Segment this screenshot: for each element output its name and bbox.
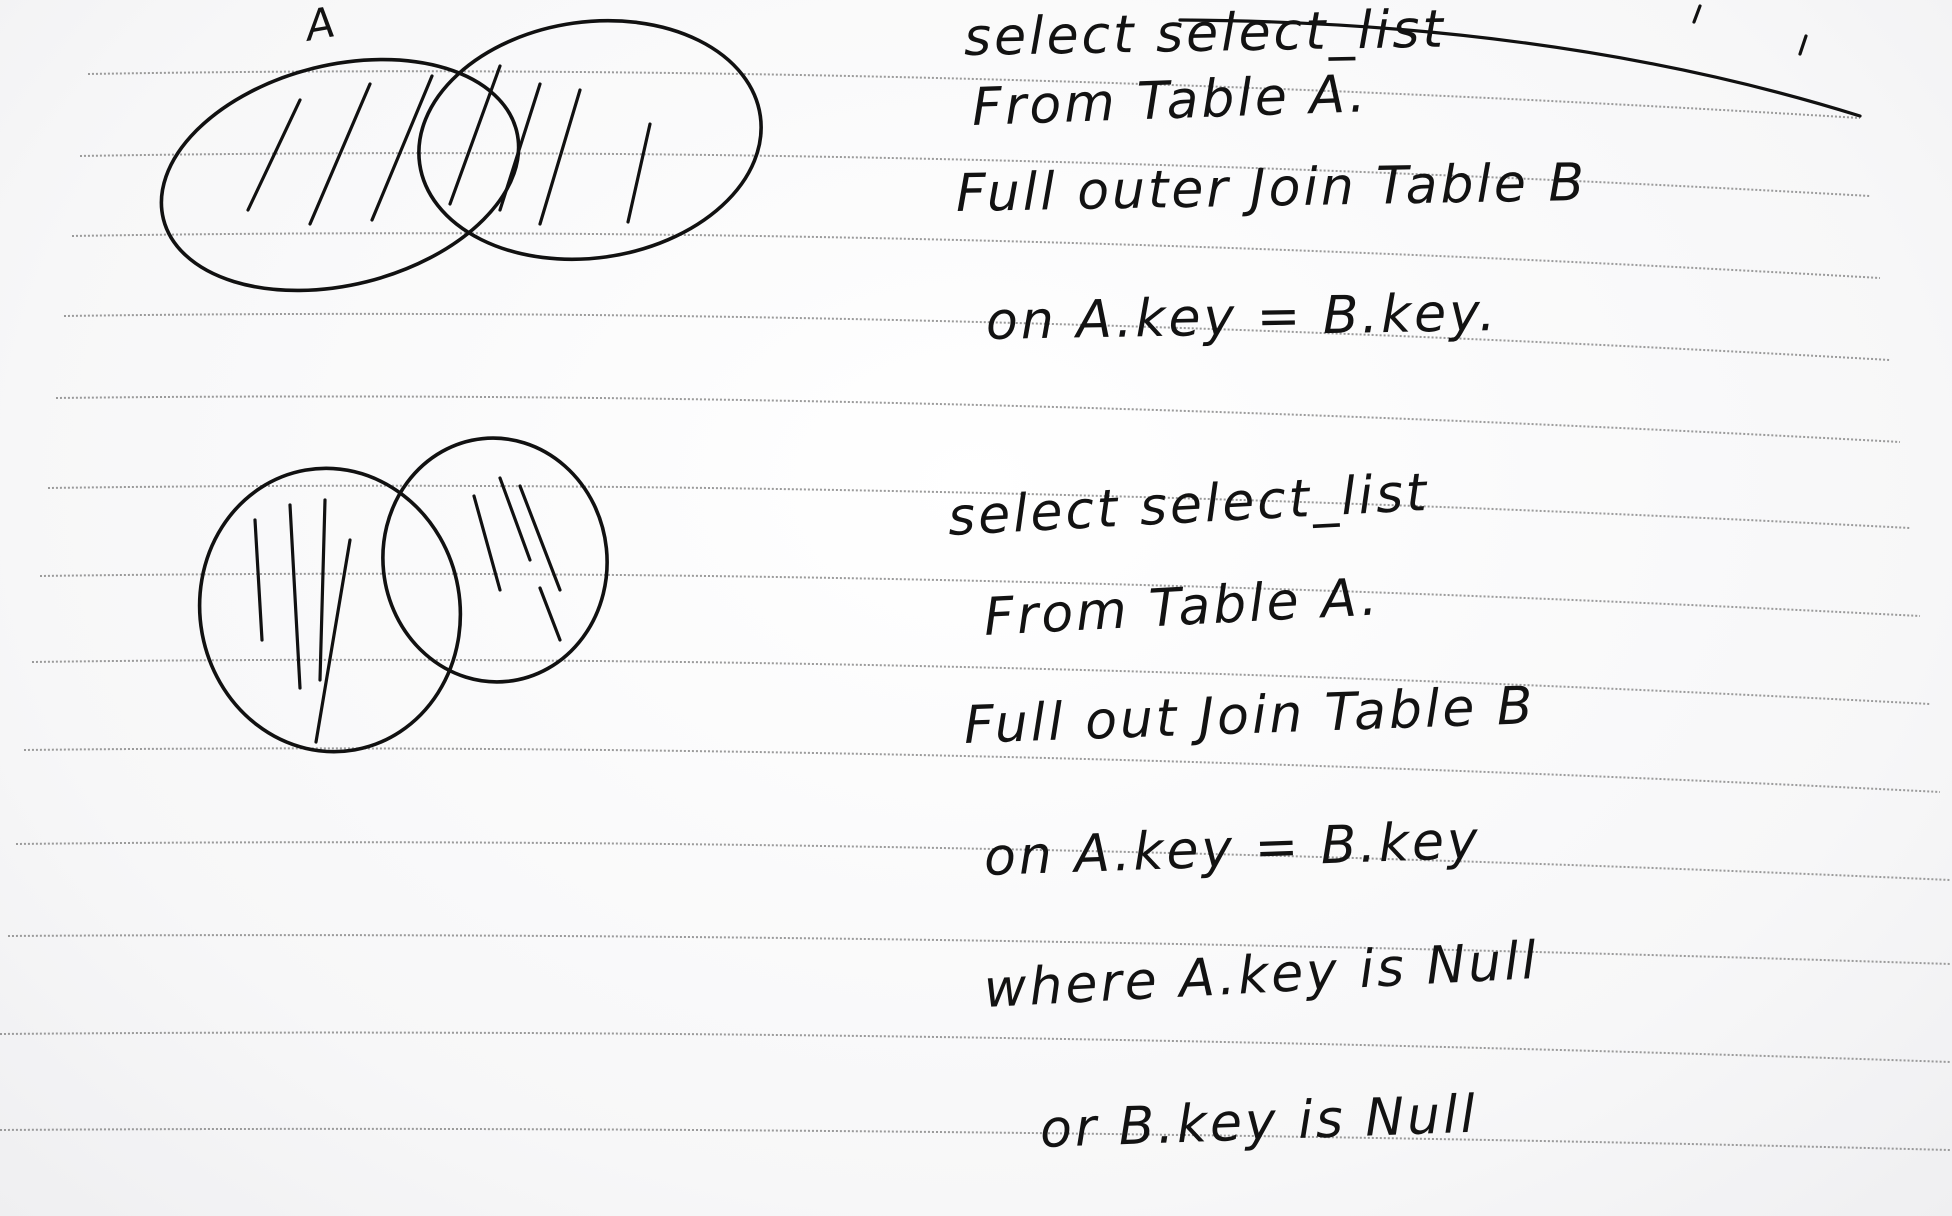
venn-circle-b bbox=[381, 436, 609, 684]
ruled-line bbox=[0, 1127, 1951, 1151]
ruled-line bbox=[79, 152, 1871, 197]
venn-full-outer-exclusive bbox=[197, 436, 609, 754]
ruled-line bbox=[23, 747, 1941, 793]
venn-circle-a bbox=[197, 466, 463, 754]
query-line: on A.key = B.key. bbox=[985, 283, 1499, 352]
ruled-line bbox=[31, 658, 1931, 705]
ruled-line bbox=[0, 1031, 1951, 1063]
ruled-line bbox=[87, 70, 1861, 119]
venn-full-outer-join bbox=[159, 18, 763, 293]
ruled-lines bbox=[0, 70, 1951, 1151]
strike-stroke bbox=[1178, 18, 1862, 118]
ruled-line bbox=[47, 484, 1911, 529]
ruled-line bbox=[63, 312, 1891, 361]
venn-circle-b bbox=[417, 18, 763, 262]
tick-mark bbox=[1692, 4, 1702, 24]
venn-circle-a bbox=[159, 57, 521, 293]
ruled-line bbox=[71, 232, 1881, 279]
ruled-line bbox=[39, 572, 1921, 617]
hatching bbox=[246, 64, 652, 226]
ruled-line bbox=[7, 934, 1951, 965]
tick-mark bbox=[1798, 34, 1808, 56]
query-line: select select_list bbox=[963, 0, 1447, 68]
ruled-line bbox=[55, 395, 1901, 443]
ruled-line bbox=[15, 841, 1951, 881]
hatching bbox=[253, 476, 562, 744]
query-line: Full outer Join Table B bbox=[955, 152, 1588, 224]
